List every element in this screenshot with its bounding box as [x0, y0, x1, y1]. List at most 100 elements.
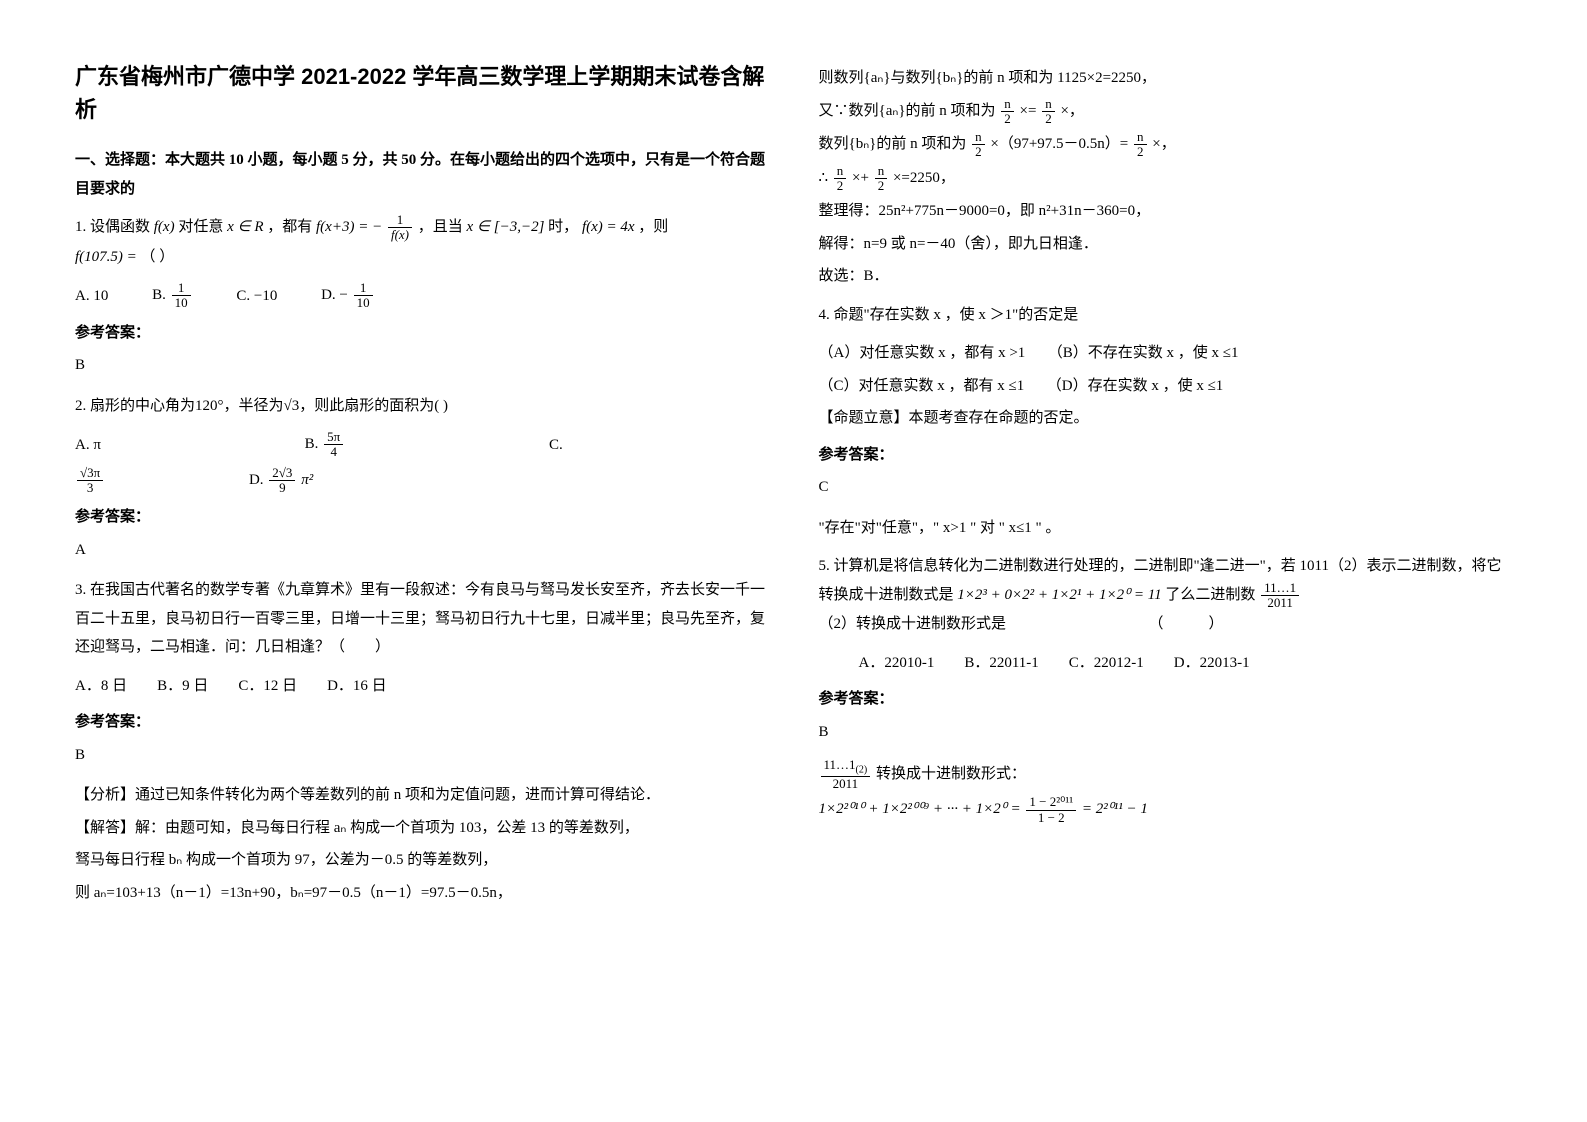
c2-line3c: ×， [1152, 136, 1175, 152]
c2-l3-f2n: n [1134, 130, 1147, 145]
c2-l2-f1d: 2 [1001, 112, 1014, 126]
c2-l3-f1n: n [972, 130, 985, 145]
c2-line2a: 又∵数列{aₙ}的前 n 项和为 [819, 103, 996, 119]
q5-sol2-num: 1 − 2²⁰¹¹ [1026, 795, 1076, 810]
q4-answer: C [819, 473, 1513, 502]
q1-text-d: ，且当 [418, 219, 463, 235]
q5-answer-label: 参考答案： [819, 685, 1513, 714]
q2-optb-num: 5π [324, 430, 343, 445]
c2-line4a: ∴ [819, 170, 829, 186]
question-2: 2. 扇形的中心角为120°，半径为√3，则此扇形的面积为( ) [75, 392, 769, 421]
c2-l4-f1n: n [834, 164, 847, 179]
q1-text-b: 对任意 [178, 219, 223, 235]
q2-opt-a: A. π [75, 431, 101, 460]
q2-options-row1: A. π B. 5π 4 C. [75, 430, 769, 460]
q1-optd-frac: 1 10 [354, 281, 373, 311]
q3-analysis-2: 【解答】解：由题可知，良马每日行程 aₙ 构成一个首项为 103，公差 13 的… [75, 814, 769, 843]
q1-options: A. 10 B. 1 10 C. −10 D. − 1 10 [75, 281, 769, 311]
right-column: 则数列{aₙ}与数列{bₙ}的前 n 项和为 1125×2=2250， 又∵数列… [794, 60, 1538, 1062]
c2-line3a: 数列{bₙ}的前 n 项和为 [819, 136, 967, 152]
c2-line3-frac2: n 2 [1134, 130, 1147, 160]
q3-options: A．8 日 B．9 日 C．12 日 D．16 日 [75, 672, 769, 701]
q5-text-b: 了么二进制数 [1165, 587, 1255, 603]
c2-l2-f1n: n [1001, 97, 1014, 112]
q5-answer: B [819, 718, 1513, 747]
q1-optb-label: B. [152, 287, 166, 303]
q3-analysis-1: 【分析】通过已知条件转化为两个等差数列的前 n 项和为定值问题，进而计算可得结论… [75, 781, 769, 810]
q5-sol2-frac: 1 − 2²⁰¹¹ 1 − 2 [1026, 795, 1076, 825]
q1-optb-den: 10 [172, 296, 191, 310]
q3-answer: B [75, 741, 769, 770]
q3-analysis-3: 驽马每日行程 bₙ 构成一个首项为 97，公差为－0.5 的等差数列， [75, 846, 769, 875]
section-1-header: 一、选择题：本大题共 10 小题，每小题 5 分，共 50 分。在每小题给出的四… [75, 146, 769, 203]
document-title: 广东省梅州市广德中学 2021-2022 学年高三数学理上学期期末试卷含解析 [75, 60, 769, 126]
q2-answer: A [75, 536, 769, 565]
c2-line4c: ×=2250， [893, 170, 955, 186]
q5-sol2-den: 1 − 2 [1026, 811, 1076, 825]
q2-optc-frac: √3π 3 [77, 466, 103, 496]
q5-frac: 11…1 2011 [1261, 581, 1299, 611]
q5-sol1-den: 2011 [821, 777, 871, 791]
q1-opt-d: D. − 1 10 [321, 281, 375, 311]
c2-line7: 故选：B． [819, 262, 1513, 291]
c2-line2c: ×， [1060, 103, 1083, 119]
c2-l3-f1d: 2 [972, 145, 985, 159]
c2-line4: ∴ n 2 ×+ n 2 ×=2250， [819, 164, 1513, 194]
c2-line4-frac1: n 2 [834, 164, 847, 194]
q2-optc-den: 3 [77, 481, 103, 495]
q5-sol2-lhs: 1×2²⁰¹⁰ + 1×2²⁰⁰⁹ + ··· + 1×2⁰ = [819, 802, 1021, 818]
q1-frac1: 1 f(x) [388, 213, 412, 243]
q2-optb-frac: 5π 4 [324, 430, 343, 460]
q1-opt-c: C. −10 [236, 282, 277, 311]
c2-line6: 解得：n=9 或 n=－40（舍），即九日相逢． [819, 230, 1513, 259]
q4-answer-label: 参考答案： [819, 441, 1513, 470]
q2-optd-num: 2√3 [269, 466, 295, 481]
q1-optd-neg: − [339, 287, 347, 303]
q1-frac1-den: f(x) [388, 228, 412, 242]
q5-sol2: 1×2²⁰¹⁰ + 1×2²⁰⁰⁹ + ··· + 1×2⁰ = 1 − 2²⁰… [819, 795, 1513, 825]
q2-optd-den: 9 [269, 481, 295, 495]
q1-opt-a: A. 10 [75, 282, 108, 311]
q1-text-a: 1. 设偶函数 [75, 219, 150, 235]
q2-opt-d: D. 2√3 9 π² [249, 466, 313, 496]
q5-sol1-num: 11…1(2) [821, 758, 871, 777]
left-column: 广东省梅州市广德中学 2021-2022 学年高三数学理上学期期末试卷含解析 一… [50, 60, 794, 1062]
q5-text-c: （2）转换成十进制数形式是 （ ） [819, 616, 1224, 632]
q5-sol1: 11…1(2) 2011 转换成十进制数形式： [819, 758, 1513, 791]
q2-opt-c: √3π 3 [75, 466, 105, 496]
q2-answer-label: 参考答案： [75, 503, 769, 532]
q5-sol2-rhs: = 2²⁰¹¹ − 1 [1082, 802, 1148, 818]
q2-options-row2: √3π 3 D. 2√3 9 π² [75, 466, 769, 496]
q1-optb-frac: 1 10 [172, 281, 191, 311]
q5-frac-num: 11…1 [1261, 581, 1299, 596]
q1-cond1: x ∈ R [227, 219, 263, 235]
q2-optb-den: 4 [324, 445, 343, 459]
c2-line2-frac1: n 2 [1001, 97, 1014, 127]
c2-line1: 则数列{aₙ}与数列{bₙ}的前 n 项和为 1125×2=2250， [819, 64, 1513, 93]
c2-l2-f2n: n [1042, 97, 1055, 112]
q4-opt-ab: （A）对任意实数 x ，都有 x >1 （B）不存在实数 x ，使 x ≤1 [819, 339, 1513, 368]
c2-line2: 又∵数列{aₙ}的前 n 项和为 n 2 ×= n 2 ×， [819, 97, 1513, 127]
c2-l2-f2d: 2 [1042, 112, 1055, 126]
q1-cond2: x ∈ [−3,−2] [467, 219, 545, 235]
q1-fx: f(x) [154, 219, 175, 235]
q1-eq2: f(x) = 4x [582, 219, 635, 235]
q1-opt-b: B. 1 10 [152, 281, 193, 311]
c2-line3b: ×（97+97.5－0.5n）= [990, 136, 1128, 152]
q4-intent: 【命题立意】本题考查存在命题的否定。 [819, 404, 1513, 433]
q2-optd-frac: 2√3 9 [269, 466, 295, 496]
q1-text-c: ，都有 [267, 219, 312, 235]
c2-line2b: ×= [1020, 103, 1037, 119]
q5-options: A．22010-1 B．22011-1 C．22012-1 D．22013-1 [819, 649, 1513, 678]
q4-opt-cd: （C）对任意实数 x ，都有 x ≤1 （D）存在实数 x ，使 x ≤1 [819, 372, 1513, 401]
q5-sol1-frac: 11…1(2) 2011 [821, 758, 871, 791]
q1-answer-label: 参考答案： [75, 319, 769, 348]
q1-eq1-lhs: f(x+3) = − [316, 219, 382, 235]
q1-optd-num: 1 [354, 281, 373, 296]
q1-optb-num: 1 [172, 281, 191, 296]
q2-optb-label: B. [305, 436, 319, 452]
q2-opt-b: B. 5π 4 [305, 430, 346, 460]
q1-answer: B [75, 351, 769, 380]
q1-text-f: ，则 [638, 219, 668, 235]
c2-l4-f2n: n [875, 164, 888, 179]
